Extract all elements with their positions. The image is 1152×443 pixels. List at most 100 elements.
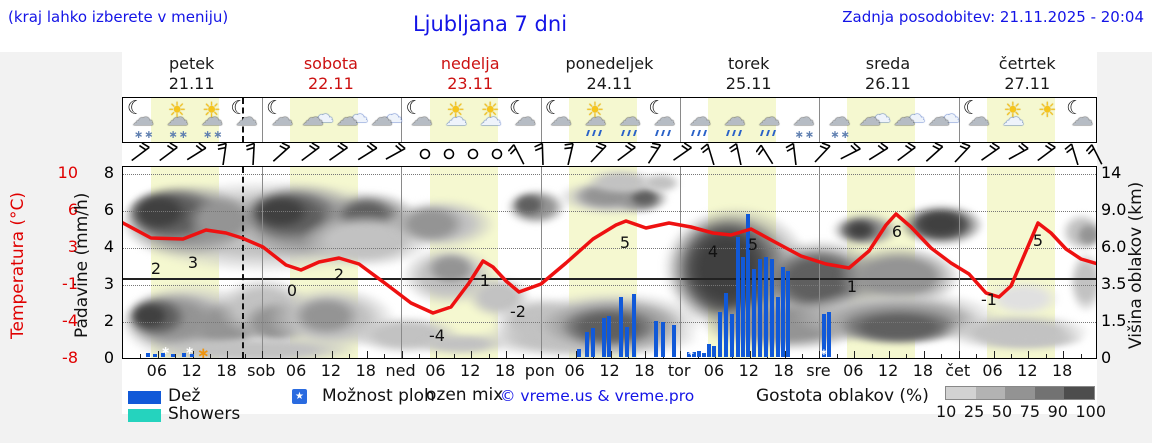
hour-tick [906,354,908,358]
cl-blue-glyph: ☁ [903,103,926,128]
hour-label: 06 [425,361,446,380]
precipitation-bar [171,354,175,357]
hour-tick [523,354,525,358]
hour-tick [418,354,420,358]
cl-gray-glyph: ☁ [132,106,154,131]
cl-gray-glyph: ☁ [893,106,916,131]
hour-tick [453,354,455,358]
day-header-četrtek[interactable]: četrtek 27.11 [958,54,1097,96]
wind-barb-icon [186,142,208,165]
hour-tick [836,354,838,358]
day-header-ponedeljek[interactable]: ponedeljek 24.11 [540,54,679,96]
hour-label: 12 [1017,361,1038,380]
day-header-sreda[interactable]: sreda 26.11 [818,54,957,96]
day-separator [401,167,402,358]
gradient-segment [975,387,1006,399]
moon-cloud-icon: ☾ ☁ [1065,99,1096,142]
cl-blue-glyph: ☁ [311,103,334,128]
cl-gray-glyph: ☁ [689,106,712,131]
day-header-nedelja[interactable]: nedelja 23.11 [401,54,540,96]
credit-link[interactable]: © vreme.us & vreme.pro [500,387,695,405]
cloud-rain-icon: ☁ [613,99,647,142]
gridline [123,248,1096,249]
hour-tick [140,354,142,358]
day-name: nedelja [440,54,500,73]
wind-barb-icon [616,142,638,165]
wind-barb-icon [271,142,293,165]
hour-tick [854,351,856,358]
hour-tick [802,354,804,358]
precipitation-tick: 8 [103,163,114,182]
wind-barb-icon [980,142,1002,165]
moon-cloud-icon: ☾ ☁ [230,99,264,142]
cl-blue-glyph: ☁ [346,103,369,128]
hour-tick [889,351,891,358]
precipitation-bar [182,353,186,357]
weather-icon-strip: ☾ ☁ ∗∗ ☀ ☁ ∗∗ ☀ ☁ ∗∗ ☾ ☁ ☾ ☁ ☁ ☁ ☁ ☁ ☁ ☁ ☾ ☁ ☀ ☁ ☀ ☁ ☾ ☁ ☾ ☁ ☀ ☁ ☁ ☾ ☁ ☁ ☁ ☁… [122,97,1097,143]
day-header-torek[interactable]: torek 25.11 [679,54,818,96]
showers-swatch [128,409,161,422]
day-header-sobota[interactable]: sobota 22.11 [261,54,400,96]
hour-label: 06 [982,361,1003,380]
gradient-segment [946,387,976,399]
cloud-density-blob [839,309,959,345]
rain-mark [703,130,708,136]
wind-barb-icon [357,142,379,165]
wind-barb-icon [328,142,350,165]
precip-type-mark: ∗ [197,344,210,359]
moong-glyph: ☾ [544,97,562,119]
cl-gray-glyph: ☁ [927,106,950,131]
wind-barb-icon [896,142,918,165]
cloud-height-axis-title: Višina oblakov (km) [1126,181,1146,349]
precipitation-bar [190,354,194,357]
hour-label: 12 [460,361,481,380]
hour-tick [436,351,438,358]
moong-glyph: ☾ [509,97,527,119]
precipitation-bar [153,354,157,357]
cloud-height-tick: 1.5 [1101,311,1127,330]
precip-type-mark: ∗ [185,344,195,357]
precipitation-bar [827,312,831,357]
hour-tick [941,354,943,358]
day-abbrev-label: sob [247,361,276,380]
rain-mark [626,130,631,136]
wind-barb-icon [588,142,610,165]
cl-blue-glyph: ☁ [445,106,468,131]
cl-gray-glyph: ☁ [301,106,324,131]
day-separator [541,98,542,142]
wind-barb-icon [243,142,265,166]
hour-tick [175,354,177,358]
cl-gray-glyph: ☁ [201,106,223,131]
precipitation-bar [697,351,701,357]
wind-barb-icon [507,143,530,165]
gradient-value: 10 [936,402,957,421]
precipitation-bar [692,352,696,357]
precipitation-bar [602,318,606,357]
hour-label: 12 [320,361,342,380]
sung-glyph: ☀ [446,98,465,122]
wind-barb-icon [868,142,890,165]
sun-cloud-icon: ☀ ☁ [439,98,473,142]
hour-tick [1063,351,1065,358]
calm-wind-icon [438,143,460,165]
precipitation-bar [712,346,716,357]
day-headers: petek 21.11 sobota 22.11 nedelja 23.11 ponedel… [122,54,1097,96]
temperature-value-label: 2 [150,259,162,278]
precipitation-tick: 4 [103,237,114,256]
hour-tick [958,351,960,358]
day-abbrev-label: tor [667,361,691,380]
moon-cloud-rain-icon: ☾ ☁ [647,99,681,142]
daylight-band [986,98,1055,142]
wind-barb-icon [300,142,322,165]
cloud-density-values: 10 25 50 75 90 100 [936,402,1106,421]
snowg-glyph: ∗∗ [134,128,155,141]
rain-mark [632,130,637,136]
gridline [123,174,1096,175]
moon-cloud-icon: ☾ ☁ [962,99,996,142]
day-header-petek[interactable]: petek 21.11 [122,54,261,96]
precip-type-mark: ∗ [820,348,828,358]
precipitation-bar [591,328,595,357]
day-name: torek [727,54,770,73]
gradient-segment [1034,387,1065,399]
sun-cloud-snow-icon: ☀ ☁ ∗∗ [195,99,229,142]
